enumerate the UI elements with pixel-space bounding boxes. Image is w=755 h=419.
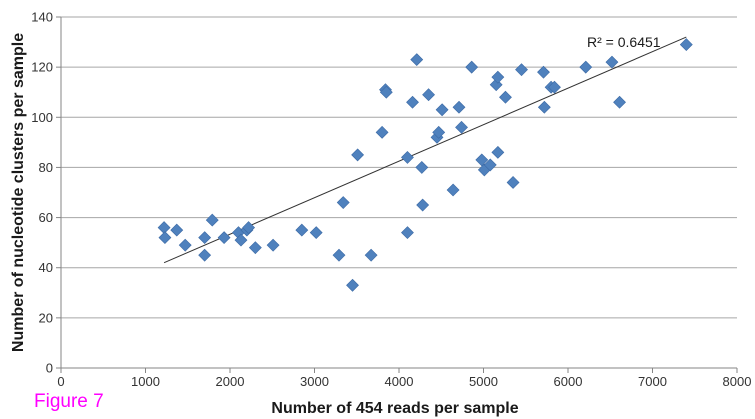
data-point [401,150,414,164]
x-tick-label: 5000 [469,374,498,389]
y-tick-label: 20 [39,310,53,325]
data-point [499,90,512,104]
data-point [332,248,346,262]
data-point [410,53,424,67]
y-axis-title: Number of nucleotide clusters per sample [10,33,27,352]
x-tick-label: 0 [57,374,64,389]
data-point [537,100,551,114]
data-point [198,231,212,245]
data-point [295,223,309,237]
data-point [605,55,619,69]
data-point [178,238,192,252]
data-point [465,60,479,74]
data-point [435,103,449,117]
data-point [422,88,435,102]
grid-lines [61,16,737,319]
data-point [406,95,419,109]
y-tick-label: 140 [31,10,53,25]
x-tick-label: 6000 [554,374,583,389]
data-point [432,125,446,139]
data-point [452,100,466,114]
data-point [491,70,505,84]
y-axis-ticks: 0 20 40 60 80 100 120 140 [31,10,61,376]
y-tick-label: 100 [31,110,53,125]
data-point [242,221,256,235]
data-point [379,85,393,99]
figure-label: Figure 7 [34,391,104,412]
data-point [548,80,561,94]
data-point [613,95,626,109]
data-point [309,226,323,240]
trendline-r-squared-label: R² = 0.6451 [587,34,661,50]
x-tick-label: 4000 [385,374,414,389]
data-point [415,161,429,174]
data-point [483,158,497,172]
y-tick-label: 60 [39,210,53,225]
data-point [446,183,460,197]
data-point [401,226,414,240]
data-point [198,248,212,262]
data-point [248,241,262,255]
x-tick-label: 2000 [216,374,245,389]
x-tick-label: 1000 [131,374,160,389]
data-point [170,223,184,237]
data-point [346,278,359,292]
data-point [491,145,505,159]
data-point [234,233,248,247]
x-axis-title: Number of 454 reads per sample [271,400,518,417]
data-point [475,153,489,167]
y-tick-label: 120 [31,60,53,75]
data-point [336,196,350,209]
y-tick-label: 0 [46,361,53,376]
x-tick-label: 7000 [638,374,667,389]
x-axis-ticks: 0 1000 2000 3000 4000 5000 6000 7000 8000 [57,368,751,389]
data-point [364,248,378,262]
data-point [351,148,365,162]
data-point [217,231,231,245]
data-point [679,38,693,52]
y-tick-label: 40 [39,260,53,275]
x-tick-label: 3000 [300,374,329,389]
x-tick-label: 8000 [723,374,752,389]
data-point [266,238,280,252]
data-point [515,63,528,77]
data-point [579,60,593,74]
data-point [158,231,172,245]
data-point [455,120,468,134]
y-tick-label: 80 [39,160,53,175]
data-point [157,221,171,235]
data-point [205,213,219,227]
data-points [157,38,693,292]
data-point [506,176,520,189]
data-point [416,198,430,212]
data-point [375,125,389,139]
data-point [537,65,550,79]
